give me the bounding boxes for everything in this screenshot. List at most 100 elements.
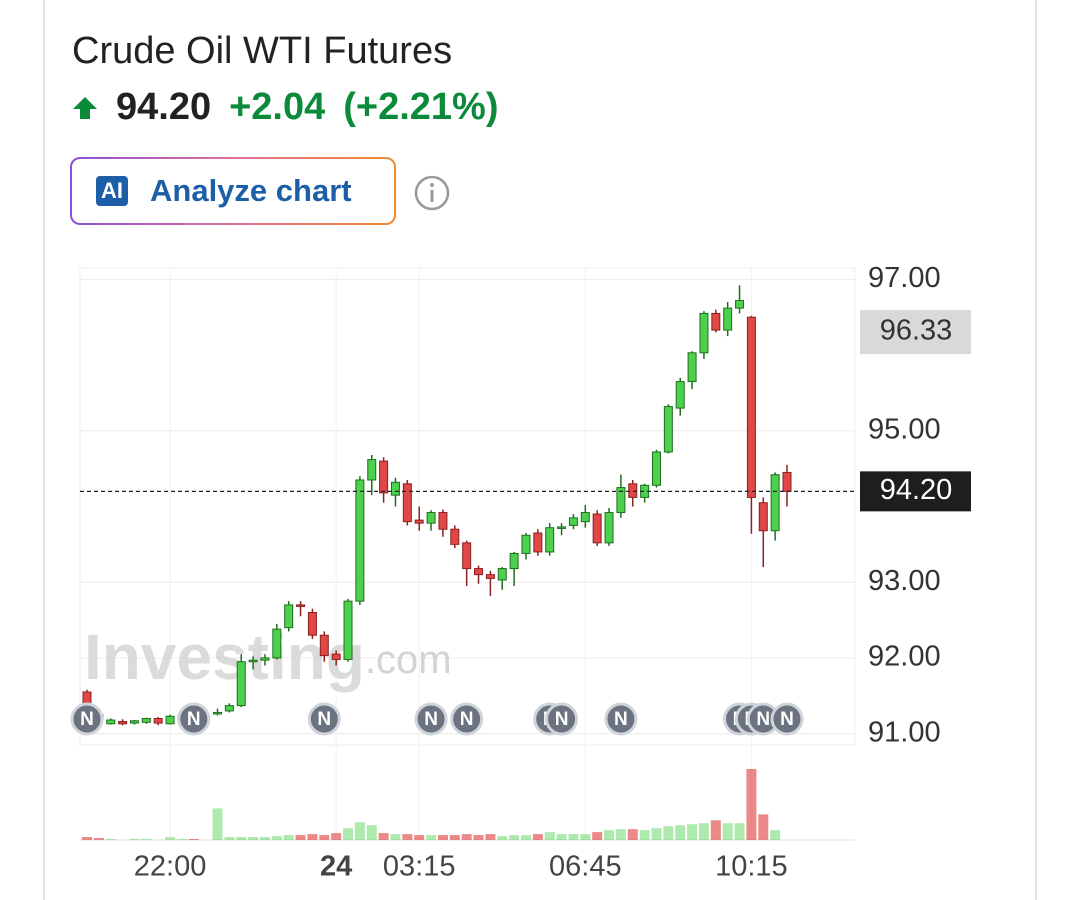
volume-bar [770,830,781,840]
candle-body [770,474,780,532]
news-marker[interactable]: N [307,702,341,736]
volume-bar [259,837,270,840]
volume-bar [663,826,674,840]
candle-body [343,600,353,660]
last-price-tag [860,471,971,512]
quote: 94.20 +2.04 (+2.21%) [72,86,499,129]
candle-body [165,715,175,725]
candle-body [675,381,685,409]
news-marker-circle [770,702,804,736]
candle-body [284,604,294,629]
volume-bar [461,834,472,840]
candle-body [224,705,234,712]
volume-bar [271,836,282,840]
volume-bar [390,834,401,840]
candle-body [663,406,673,453]
candle-body [106,719,116,725]
x-tick-label: 06:45 [549,851,622,883]
volume-bar [129,839,140,840]
candle-body [296,604,306,607]
candle-body [462,542,472,570]
candle-body [497,568,507,581]
watermark: Investing.com [84,621,452,693]
info-icon[interactable] [413,174,451,212]
candle-body [213,711,223,715]
y-tick-label: 95.00 [868,413,941,445]
news-marker-circle [414,702,448,736]
candle-body [628,483,638,498]
watermark-suffix: .com [365,638,452,682]
volume-bar [366,825,377,840]
news-marker-label: N [80,709,94,730]
volume-bar [141,839,152,840]
candle-body [604,512,614,544]
volume-bar [295,835,306,840]
volume-bar [224,837,235,840]
candle-body [616,487,626,514]
news-marker[interactable]: N [177,702,211,736]
candle-body [129,720,139,724]
volume-bar [343,828,354,840]
candle-body [545,527,555,553]
volume-bar [604,830,615,840]
change: +2.04 [229,86,326,128]
news-marker[interactable]: N [604,702,638,736]
volume-bar [188,839,199,840]
volume-bar [331,833,342,840]
watermark-brand: Investing [84,621,365,693]
volume-bar [722,823,733,840]
candle-body [758,502,768,532]
volume-bar [710,820,721,840]
marker-price-label: 96.33 [880,315,953,347]
news-marker[interactable]: N [770,702,804,736]
volume-bar [485,834,496,840]
candle-body [355,479,365,602]
candle-body [236,661,246,707]
volume-bar [592,832,603,840]
y-tick-label: 93.00 [868,565,941,597]
candle-body [651,451,661,486]
news-marker-label: N [756,709,770,730]
analyze-chart-button[interactable]: AI Analyze chart [70,157,396,225]
y-tick-label: 92.00 [868,641,941,673]
news-marker-circle [70,702,104,736]
volume-bar [283,835,294,840]
price: 94.20 [116,86,212,128]
volume-bar [319,835,330,840]
news-marker[interactable]: N [414,702,448,736]
volume-bar [354,822,365,840]
marker-price-tag [860,310,971,355]
volume-bar [687,824,698,840]
volume-bar [426,835,437,840]
candle-body [248,659,258,663]
volume-bar [473,835,484,840]
news-marker-circle [450,702,484,736]
volume-bar [212,808,223,840]
candle-body [450,528,460,545]
card-edge [1035,0,1037,900]
volume-bar [82,837,92,840]
volume-bar [568,834,579,840]
news-marker-circle [545,702,579,736]
volume-bar [236,837,247,840]
news-marker[interactable]: N [545,702,579,736]
news-marker[interactable]: N [746,702,780,736]
change-percent: (+2.21%) [343,86,499,128]
news-marker[interactable]: N [70,702,104,736]
candle-body [118,721,128,725]
volume-bar [758,814,769,840]
y-tick-label: 91.00 [868,716,941,748]
volume-bar [402,834,413,840]
volume-bar [556,834,567,840]
candle-body [272,628,282,659]
volume-bar [734,823,745,840]
volume-bar [532,834,543,840]
volume-bar [248,837,259,840]
candle-body [509,552,519,570]
news-marker[interactable]: N [450,702,484,736]
news-marker-label: N [780,709,794,730]
button-label: Analyze chart [150,173,352,208]
volume-bar [746,769,757,840]
volume-bar [176,839,187,840]
